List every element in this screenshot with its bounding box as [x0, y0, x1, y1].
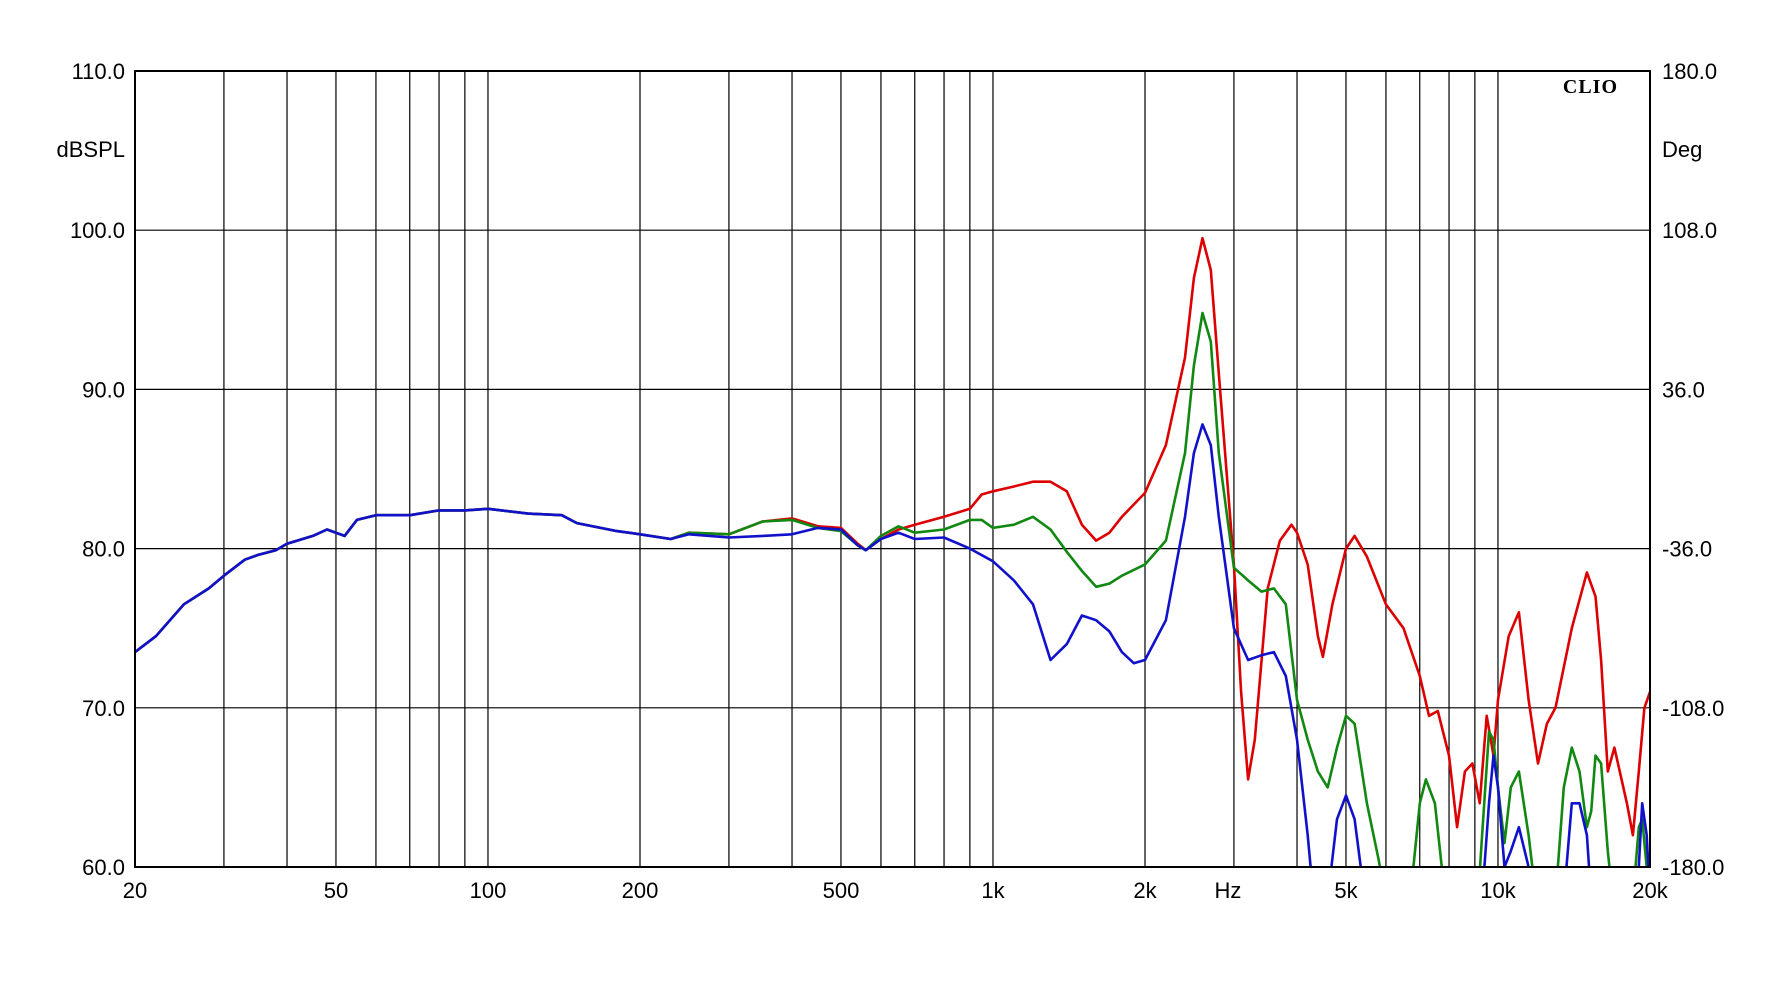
y-tick-label: 110.0: [72, 59, 125, 84]
y2-tick-label: -180.0: [1662, 855, 1724, 880]
y-axis-left: 60.0 70.0 80.0 90.0 100.0 110.0: [70, 59, 125, 880]
y-axis-label: dBSPL: [57, 137, 126, 162]
x-axis-label: Hz: [1215, 878, 1242, 903]
x-tick-label: 20k: [1632, 878, 1668, 903]
y-tick-label: 100.0: [70, 218, 125, 243]
series-line-2: [135, 311, 1649, 867]
x-axis: 20 50 100 200 500 1k 2k 5k 10k 20k: [123, 878, 1669, 903]
x-tick-label: 200: [622, 878, 659, 903]
x-tick-label: 50: [324, 878, 348, 903]
x-tick-label: 500: [823, 878, 860, 903]
y2-tick-label: 108.0: [1662, 218, 1717, 243]
y2-tick-label: 180.0: [1662, 59, 1717, 84]
x-tick-label: 5k: [1334, 878, 1358, 903]
y2-tick-label: 36.0: [1662, 377, 1705, 402]
plot-frame: [134, 70, 1651, 868]
y-tick-label: 70.0: [82, 696, 125, 721]
series-line-3: [135, 423, 1650, 867]
x-tick-label: 2k: [1133, 878, 1157, 903]
y-tick-label: 90.0: [82, 377, 125, 402]
x-tick-label: 20: [123, 878, 147, 903]
clio-brand-label: CLIO: [1563, 76, 1618, 98]
grid-lines: [134, 70, 1651, 868]
y-axis-right: -180.0 -108.0 -36.0 36.0 108.0 180.0: [1662, 59, 1724, 880]
y-tick-label: 80.0: [82, 537, 125, 562]
y-tick-label: 60.0: [82, 855, 125, 880]
y2-tick-label: -108.0: [1662, 696, 1724, 721]
x-tick-label: 100: [470, 878, 507, 903]
y2-tick-label: -36.0: [1662, 537, 1712, 562]
y2-axis-label: Deg: [1662, 137, 1702, 162]
x-tick-label: 1k: [981, 878, 1005, 903]
series-layer: [135, 236, 1650, 867]
series-line-1: [135, 236, 1650, 837]
x-tick-label: 10k: [1480, 878, 1516, 903]
